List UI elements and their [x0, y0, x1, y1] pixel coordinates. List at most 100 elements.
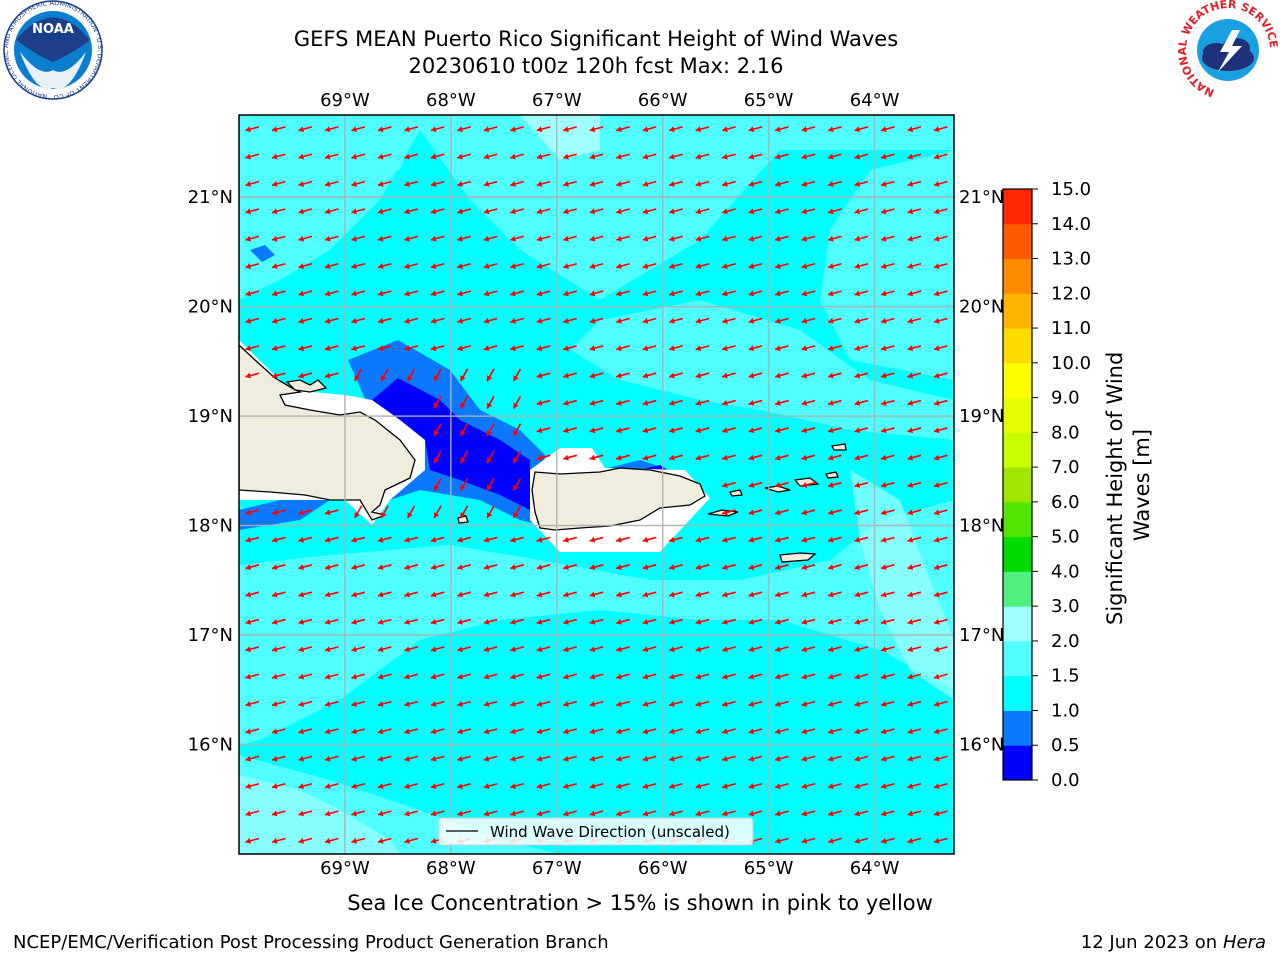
wind-arrow-49: [827, 153, 842, 160]
wind-arrow-390: [245, 564, 260, 571]
wind-arrow-514: [668, 673, 683, 680]
wind-arrow-297: [616, 427, 630, 434]
wind-arrow-499: [271, 673, 286, 680]
wind-arrow-447: [324, 618, 339, 625]
wind-arrow-287: [880, 399, 895, 406]
wind-arrow-556: [351, 728, 366, 735]
wind-arrow-601: [827, 755, 842, 762]
wind-arrow-348: [380, 505, 389, 519]
wind-arrow-548: [854, 700, 869, 707]
wind-arrow-609: [324, 782, 339, 789]
wind-arrow-528: [324, 700, 339, 707]
colorbar-tick-label-3: 1.5: [1051, 666, 1080, 687]
wind-arrow-4: [351, 126, 366, 133]
wind-arrow-468: [880, 618, 895, 625]
colorbar-segment-11: [1003, 362, 1032, 399]
wind-arrow-549: [880, 700, 895, 707]
wind-arrow-452: [457, 618, 472, 625]
wind-arrow-24: [880, 126, 895, 133]
wind-arrow-81: [245, 208, 260, 215]
wind-arrow-144: [483, 262, 498, 269]
wind-arrow-246: [324, 372, 339, 379]
wind-arrow-296: [589, 427, 604, 434]
wind-arrow-320: [695, 454, 710, 461]
wind-arrow-234: [721, 345, 736, 352]
wind-arrow-650: [695, 810, 710, 817]
wind-arrow-564: [563, 728, 577, 735]
wind-arrow-567: [642, 728, 657, 735]
wind-arrow-524: [933, 673, 948, 680]
wind-arrow-362: [933, 509, 948, 516]
wind-arrow-518: [774, 673, 789, 680]
wind-arrow-14: [616, 126, 630, 133]
wind-arrow-586: [430, 755, 445, 762]
wind-arrow-472: [271, 646, 286, 653]
wind-arrow-392: [298, 564, 313, 571]
wind-arrow-591: [563, 755, 577, 762]
wind-arrow-365: [298, 536, 313, 543]
wind-arrow-634: [271, 810, 286, 817]
wind-arrow-531: [404, 700, 419, 707]
wind-arrow-307: [880, 427, 895, 434]
wind-arrow-553: [271, 728, 286, 735]
wind-arrow-536: [536, 700, 551, 707]
wind-arrow-483: [563, 646, 577, 653]
wind-arrow-132: [880, 235, 895, 242]
wind-arrow-618: [563, 782, 577, 789]
colorbar-tick-label-4: 2.0: [1051, 631, 1080, 652]
wind-arrow-235: [748, 345, 763, 352]
wind-arrow-330: [433, 478, 442, 491]
wind-arrow-552: [245, 728, 260, 735]
wind-arrow-577: [907, 728, 922, 735]
wind-arrow-170: [457, 290, 472, 297]
wind-arrow-545: [774, 700, 789, 707]
wind-arrow-104: [854, 208, 869, 215]
lat-tick-left-0: 21°N: [188, 187, 233, 208]
lon-tick-top-1: 68°W: [426, 90, 476, 111]
wind-arrow-50: [854, 153, 869, 160]
wind-arrow-444: [245, 618, 260, 625]
wind-arrow-115: [430, 235, 445, 242]
lon-tick-bottom-2: 67°W: [532, 858, 582, 879]
wind-arrow-260: [695, 372, 710, 379]
wind-arrow-254: [536, 372, 551, 379]
wind-arrow-652: [748, 810, 763, 817]
colorbar-segment-9: [1003, 432, 1032, 468]
wind-arrow-166: [351, 290, 366, 297]
wind-arrow-248: [380, 368, 389, 382]
wind-arrow-470: [933, 618, 948, 625]
colorbar-segment-8: [1003, 467, 1032, 503]
wind-arrow-258: [642, 372, 657, 379]
wind-arrow-585: [404, 755, 419, 762]
wind-arrow-243: [245, 372, 260, 379]
wind-arrow-661: [271, 837, 286, 844]
wind-arrow-683: [854, 837, 869, 844]
wind-arrow-116: [457, 235, 472, 242]
wind-arrow-145: [510, 262, 525, 269]
wind-arrow-412: [827, 564, 842, 571]
wind-arrow-182: [774, 290, 789, 297]
wind-arrow-264: [801, 372, 816, 379]
wind-arrow-60: [404, 180, 419, 187]
wind-arrow-228: [563, 345, 577, 352]
wind-arrow-431: [616, 591, 630, 598]
wind-arrow-597: [721, 755, 736, 762]
wind-arrow-621: [642, 782, 657, 789]
wind-arrow-314: [536, 454, 551, 461]
lat-tick-left-5: 16°N: [188, 735, 233, 756]
wind-arrow-214: [907, 317, 922, 324]
wind-arrow-276: [589, 399, 604, 406]
wind-arrow-682: [827, 837, 842, 844]
wind-arrow-63: [483, 180, 498, 187]
wind-arrow-681: [801, 837, 816, 844]
wind-arrow-80: [933, 180, 948, 187]
wind-arrow-39: [563, 153, 577, 160]
wind-arrow-515: [695, 673, 710, 680]
wind-arrow-381: [721, 536, 736, 543]
wind-arrow-578: [933, 728, 948, 735]
wind-arrow-184: [827, 290, 842, 297]
wind-arrow-253: [512, 368, 522, 382]
sea-ice-caption: Sea Ice Concentration > 15% is shown in …: [347, 891, 933, 915]
wind-arrow-562: [510, 728, 525, 735]
